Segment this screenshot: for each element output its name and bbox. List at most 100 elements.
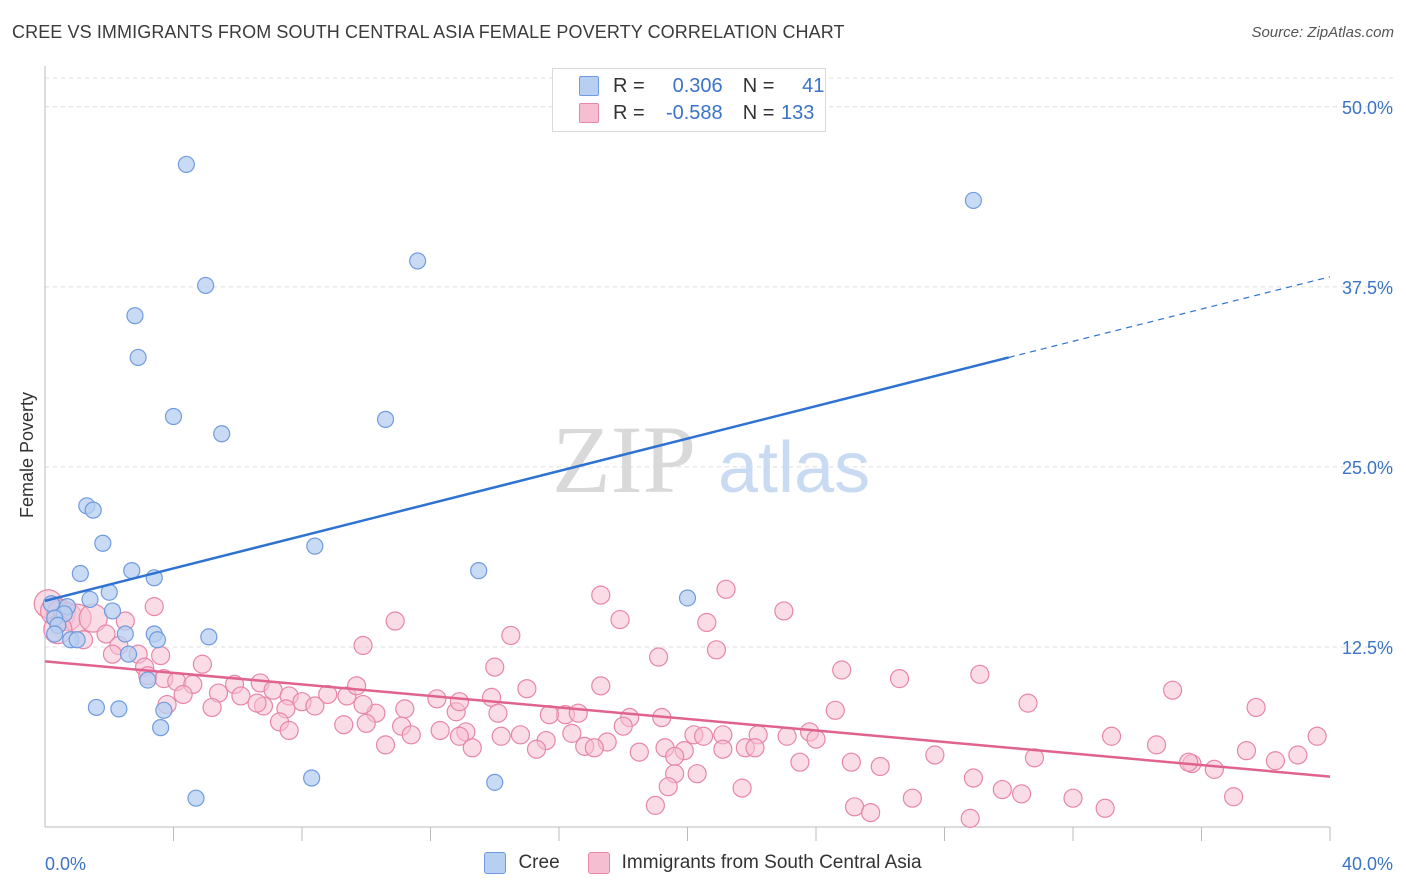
immigrants-point (501, 625, 521, 646)
cree-point (164, 407, 183, 426)
immigrants-point (591, 676, 611, 696)
trend-lines (44, 276, 1331, 778)
immigrants-point (610, 609, 630, 630)
cree-point (303, 769, 321, 787)
immigrants-point (693, 726, 714, 746)
y-axis-title: Female Poverty (17, 392, 37, 518)
legend-r-label: R = (613, 101, 645, 124)
legend-item-immigrants: Immigrants from South Central Asia (587, 852, 922, 874)
immigrants-point (1011, 784, 1032, 804)
series-legend: Cree Immigrants from South Central Asia (0, 852, 1406, 874)
x-tick-label: 40.0% (1342, 854, 1393, 874)
cree-point (152, 719, 170, 737)
immigrants-point (231, 686, 251, 706)
immigrants-point (427, 689, 447, 709)
immigrants-point (1101, 726, 1122, 746)
legend-label-immigrants: Immigrants from South Central Asia (621, 852, 922, 873)
cree-point (119, 645, 138, 663)
cree-point (376, 410, 395, 428)
cree-point (187, 789, 205, 807)
cree-point (470, 562, 488, 580)
cree-point (964, 191, 983, 210)
watermark-atlas: atlas (718, 428, 870, 508)
immigrants-points (33, 579, 1327, 828)
cree-point (116, 625, 134, 643)
immigrants-point (825, 700, 845, 720)
cree-point (87, 698, 106, 717)
immigrants-point (706, 640, 727, 660)
immigrants-point (889, 669, 910, 689)
legend-row-immigrants: R = -0.588 N = 133 (553, 100, 814, 126)
immigrants-point (1265, 751, 1285, 771)
immigrants-point (591, 585, 611, 605)
cree-points (42, 155, 983, 807)
cree-point (68, 631, 86, 649)
y-tick-label: 25.0% (1342, 458, 1393, 478)
cree-point (678, 589, 697, 607)
cree-point (139, 671, 157, 689)
immigrants-point (844, 797, 865, 817)
immigrants-point (151, 645, 171, 666)
immigrants-point (963, 768, 984, 788)
immigrants-point (449, 726, 470, 746)
immigrants-point (263, 680, 283, 700)
immigrants-point (305, 696, 325, 716)
immigrants-point (488, 703, 508, 723)
immigrants-point (353, 635, 373, 656)
immigrants-point (861, 802, 881, 823)
watermark: ZIP atlas (552, 406, 870, 513)
immigrants-point (568, 703, 588, 723)
immigrants-point (584, 738, 604, 758)
immigrants-point (144, 597, 164, 617)
cree-point (200, 628, 218, 646)
x-tick-label: 0.0% (45, 854, 86, 874)
legend-r-label: R = (613, 74, 645, 97)
immigrants-point (356, 713, 376, 733)
immigrants-point (173, 684, 193, 705)
immigrants-point (613, 716, 633, 736)
watermark-zip: ZIP (552, 406, 696, 513)
cree-point (84, 501, 102, 519)
immigrants-point (902, 788, 922, 808)
immigrants-point (716, 579, 736, 599)
immigrants-point (353, 694, 373, 715)
immigrants-point (1246, 697, 1266, 718)
cree-point (148, 631, 167, 649)
immigrants-point (648, 647, 669, 667)
immigrants-point (777, 726, 797, 746)
cree-point (71, 564, 89, 583)
legend-r-value: -0.588 (665, 101, 723, 124)
immigrants-point (960, 808, 980, 828)
immigrants-point (375, 735, 396, 755)
immigrants-point (665, 746, 685, 767)
cree-point (409, 252, 427, 270)
grid-lines (45, 77, 1395, 648)
axes (44, 66, 1331, 841)
y-tick-label: 37.5% (1342, 278, 1393, 298)
immigrants-point (247, 693, 267, 713)
immigrants-point (385, 611, 405, 631)
immigrants-point (102, 644, 123, 664)
source-label: Source: ZipAtlas.com (1251, 24, 1394, 41)
cree-swatch (484, 852, 507, 874)
cree-point (213, 425, 231, 443)
immigrants-point (790, 752, 810, 772)
immigrants-point (925, 745, 945, 765)
immigrants-point (629, 742, 649, 762)
immigrants-point (526, 739, 547, 759)
immigrants-point (992, 779, 1012, 800)
cree-point (103, 602, 122, 620)
immigrants-point (491, 726, 511, 746)
immigrants-point (517, 679, 537, 699)
immigrants-point (745, 738, 765, 758)
immigrants-swatch (579, 103, 599, 123)
y-tick-label: 50.0% (1342, 98, 1393, 118)
cree-point (126, 307, 144, 325)
legend-row-cree: R = 0.306 N = 41 (553, 73, 824, 99)
immigrants-point (449, 692, 470, 712)
immigrants-point (1236, 741, 1257, 761)
immigrants-point (96, 624, 116, 644)
immigrants-point (1307, 726, 1327, 746)
immigrants-point (1162, 680, 1183, 700)
